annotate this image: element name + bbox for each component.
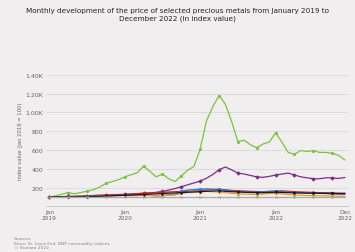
Text: Monthly development of the price of selected precious metals from January 2019 t: Monthly development of the price of sele…	[26, 8, 329, 22]
Text: Sources:
Kitco; St. Louis Fed; BNP commodity indices
© Statista 2022: Sources: Kitco; St. Louis Fed; BNP commo…	[14, 236, 110, 249]
Y-axis label: Index value (Jan 2019 = 100): Index value (Jan 2019 = 100)	[18, 103, 23, 180]
